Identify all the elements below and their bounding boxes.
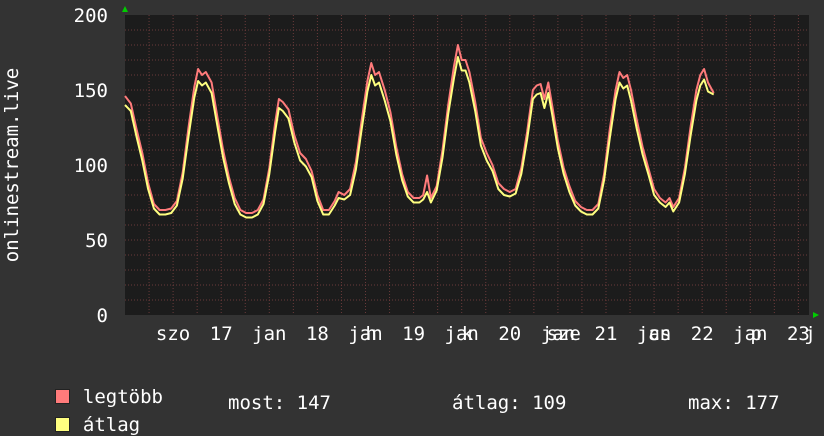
x-tick-label: szo [156, 323, 190, 345]
y-tick-label: 100 [74, 155, 108, 177]
legend-swatch-legtobb [54, 389, 70, 404]
series-line-legtobb [124, 44, 715, 214]
x-tick-label: cs [648, 323, 671, 345]
stat-most: most: 147 [228, 392, 331, 414]
legend-label-legtobb: legtöbb [82, 386, 163, 408]
x-tick-label: j [804, 323, 815, 345]
y-ticks: 0 50 100 150 200 [74, 5, 108, 327]
x-tick-label: jan [637, 323, 671, 345]
x-tick-label: 22 [691, 323, 714, 345]
series-line-atlag [124, 56, 715, 219]
legend-item-atlag: átlag [32, 392, 140, 436]
x-tick-label: jan [541, 323, 575, 345]
y-tick-label: 200 [74, 5, 108, 27]
legend-label-atlag: átlag [82, 414, 141, 436]
y-axis-arrow [122, 6, 128, 12]
x-tick-label: 18 [306, 323, 329, 345]
y-tick-label: 50 [85, 230, 108, 252]
x-tick-label: jan [445, 323, 479, 345]
stat-atlag: átlag: 109 [452, 392, 567, 414]
stat-max: max: 177 [688, 392, 780, 414]
x-tick-label: 23 [787, 323, 810, 345]
series [124, 44, 715, 219]
x-tick-label: 21 [595, 323, 618, 345]
x-tick-label: 20 [498, 323, 521, 345]
legend-item-legtobb: legtöbb [32, 364, 163, 408]
x-axis-arrow [813, 312, 819, 318]
x-tick-label: h [366, 323, 377, 345]
y-tick-label: 0 [97, 305, 108, 327]
x-tick-label: jan [348, 323, 382, 345]
x-tick-label: jan [733, 323, 767, 345]
x-tick-label: 17 [210, 323, 233, 345]
x-tick-label: 19 [402, 323, 425, 345]
x-tick-label: jan [252, 323, 286, 345]
x-tick-label: k [462, 323, 474, 345]
y-tick-label: 150 [74, 80, 108, 102]
y-axis-label: onlinestream.live [1, 68, 23, 262]
axis-arrows [122, 6, 819, 318]
grid [125, 15, 809, 315]
x-tick-label: p [750, 323, 761, 345]
x-tick-label: sze [547, 323, 581, 345]
